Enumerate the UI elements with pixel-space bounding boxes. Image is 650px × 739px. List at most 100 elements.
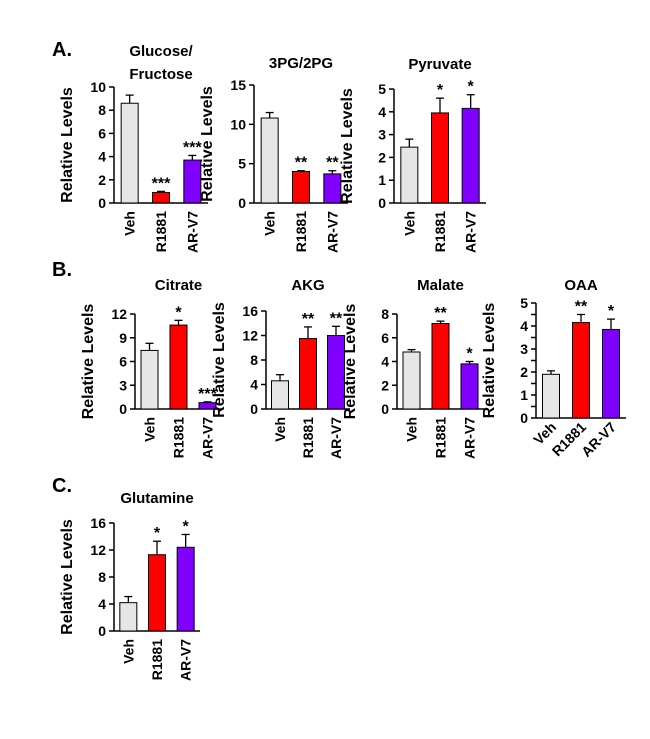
y-tick-label: 9 [119,330,127,346]
y-axis-label: Relative Levels [481,303,498,419]
significance-marker: * [183,518,190,535]
y-tick-label: 10 [90,79,106,95]
y-tick-label: 0 [381,401,389,417]
y-tick-label: 4 [250,377,258,393]
y-tick-label: 5 [378,81,386,97]
y-tick-label: 0 [238,195,246,211]
y-tick-label: 0 [378,195,386,211]
y-tick-label: 6 [381,330,389,346]
bar-r1881 [572,322,590,419]
x-tick-label: AR-V7 [463,211,479,253]
x-tick-label: AR-V7 [178,639,194,681]
y-tick-label: 4 [378,104,386,120]
chart-pyruvate: Pyruvate 0 1 2 3 4 5 Relative Levels Veh * R1881 * A… [339,56,486,253]
chart-title: Pyruvate [408,56,471,73]
chart-title: AKG [291,277,324,294]
chart-title: OAA [564,277,598,294]
chart-glucose-: Glucose/Fructose 0 2 4 6 8 10 Relative Levels Ve… [59,43,208,253]
bar-r1881 [152,192,170,204]
bar-veh [119,602,138,632]
y-axis-label: Relative Levels [59,87,76,203]
y-tick-label: 0 [250,401,258,417]
panel-letter-c: C. [52,475,72,497]
significance-marker: ** [330,310,343,327]
chart-title: Glutamine [120,490,193,507]
x-tick-label: R1881 [300,417,316,458]
y-tick-label: 3 [520,341,528,357]
bar-ar-v7 [460,363,479,410]
y-tick-label: 15 [230,77,246,93]
y-tick-label: 16 [242,303,258,319]
x-tick-label: AR-V7 [578,419,619,460]
significance-marker: *** [183,139,202,156]
x-tick-label: Veh [272,417,288,442]
y-axis-label: Relative Levels [339,88,356,204]
x-tick-label: Veh [401,211,417,236]
x-tick-label: Veh [122,211,138,236]
x-tick-label: Veh [120,639,136,664]
x-tick-label: R1881 [432,211,448,252]
y-tick-label: 2 [520,364,528,380]
chart-title: Fructose [129,66,192,83]
bar-ar-v7 [461,107,480,204]
y-tick-label: 8 [98,569,106,585]
y-tick-label: 2 [378,149,386,165]
y-tick-label: 0 [98,195,106,211]
y-tick-label: 8 [98,102,106,118]
y-tick-label: 12 [111,306,127,322]
chart-citrate: Citrate 0 3 6 9 12 Relative Levels Veh * R1881 ***… [80,277,222,459]
chart-title: Glucose/ [129,43,193,60]
x-tick-label: R1881 [149,639,165,680]
y-tick-label: 0 [119,401,127,417]
bar-r1881 [431,323,450,410]
x-tick-label: AR-V7 [462,417,478,459]
y-tick-label: 3 [119,377,127,393]
bar-veh [402,351,421,410]
significance-marker: * [437,82,444,99]
y-tick-label: 4 [520,318,528,334]
significance-marker: * [466,346,473,363]
significance-marker: * [154,525,161,542]
bar-veh [271,380,289,410]
chart-title: 3PG/2PG [269,55,333,72]
significance-marker: ** [326,155,339,172]
x-tick-label: Veh [142,417,158,442]
y-tick-label: 5 [520,295,528,311]
significance-marker: * [175,304,182,321]
significance-marker: *** [198,386,217,403]
y-axis-label: Relative Levels [59,519,76,635]
significance-marker: ** [302,311,315,328]
bar-veh [260,117,279,204]
significance-marker: *** [152,175,171,192]
x-tick-label: AR-V7 [324,211,340,253]
y-tick-label: 8 [381,306,389,322]
y-tick-label: 1 [378,172,386,188]
y-tick-label: 1 [520,387,528,403]
chart-malate: Malate 0 2 4 6 8 Relative Levels Veh ** R1881 * AR-… [342,277,484,459]
bar-r1881 [169,324,188,410]
panel-letter-b: B. [52,259,72,281]
significance-marker: * [608,303,615,320]
y-axis-label: Relative Levels [211,302,228,418]
chart-3pg-2pg: 3PG/2PG 0 5 10 15 Relative Levels Veh ** R1881 **… [199,55,348,253]
y-tick-label: 5 [238,156,246,172]
y-tick-label: 2 [98,172,106,188]
x-tick-label: R1881 [293,211,309,252]
y-tick-label: 2 [381,377,389,393]
y-tick-label: 6 [98,125,106,141]
bar-r1881 [299,338,317,410]
bar-veh [120,102,139,204]
y-tick-label: 4 [98,149,106,165]
x-tick-label: R1881 [153,211,169,252]
y-axis-label: Relative Levels [199,86,216,202]
y-axis-label: Relative Levels [342,304,359,420]
y-tick-label: 10 [230,116,246,132]
bar-veh [542,373,560,419]
significance-marker: ** [575,299,588,316]
y-tick-label: 4 [381,354,389,370]
y-axis-label: Relative Levels [80,304,97,420]
bar-ar-v7 [176,546,195,632]
y-tick-label: 3 [378,127,386,143]
